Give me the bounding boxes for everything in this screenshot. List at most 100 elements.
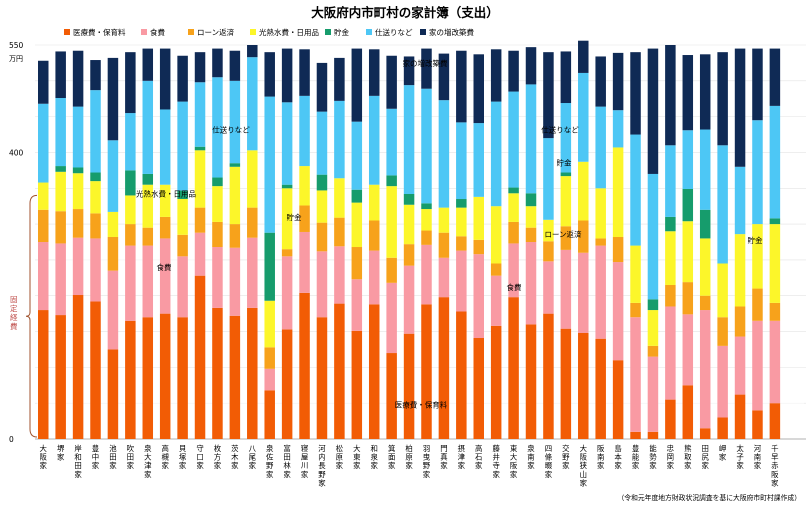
legend-swatch-2 <box>141 29 147 35</box>
bar-segment-5 <box>560 172 572 177</box>
bar-segment-1 <box>525 324 537 439</box>
x-tick-label: 和泉家 <box>371 444 379 470</box>
bar-segment-7 <box>490 49 502 102</box>
annotation-label: 食費 <box>507 282 522 292</box>
bar-segment-1 <box>177 317 188 439</box>
bar-segment-1 <box>508 297 519 439</box>
source-note: （令和元年度地方財政状況調査を基に大阪府市町村課作成） <box>617 493 801 502</box>
annotation-label: 貯金 <box>287 212 302 222</box>
y-axis: 万円 0 400 550 <box>9 41 24 444</box>
bar-segment-6 <box>473 123 484 197</box>
bar-segment-4 <box>752 224 763 289</box>
bar-segment-2 <box>403 265 415 334</box>
bar-segment-6 <box>142 80 154 174</box>
bar-segment-4 <box>403 204 415 245</box>
bar-segment-6 <box>734 166 746 235</box>
bar-segment-4 <box>630 245 641 303</box>
x-tick-label: 田尻家 <box>702 444 710 470</box>
bar-segment-3 <box>560 226 572 250</box>
bar-segment-2 <box>299 231 310 293</box>
bar-segment-3 <box>456 236 467 251</box>
legend-swatch-4 <box>250 29 256 35</box>
bar-segment-4 <box>682 221 694 283</box>
bar-segment-6 <box>717 145 728 264</box>
legend-label-6: 仕送りなど <box>375 27 413 37</box>
bar-segment-6 <box>194 82 206 147</box>
bar-segment-7 <box>386 55 397 109</box>
annotation-label: 仕送りなど <box>541 125 579 135</box>
bar-segment-6 <box>578 72 589 162</box>
bar-segment-7 <box>769 48 781 106</box>
bar-segment-1 <box>72 295 84 439</box>
y-unit-label: 万円 <box>9 55 23 63</box>
bar-segment-2 <box>316 251 328 318</box>
y-tick-label: 0 <box>9 435 14 444</box>
highlight-band <box>37 396 804 413</box>
x-tick-label: 岸和田家 <box>74 444 82 479</box>
x-tick-label: 枚方家 <box>214 444 222 470</box>
bar-segment-5 <box>72 167 84 174</box>
bar-segment-2 <box>578 252 589 333</box>
bar-segment-2 <box>229 247 241 316</box>
bar-segment-7 <box>247 45 258 58</box>
bar-segment-2 <box>752 320 763 411</box>
bar-segment-3 <box>334 217 345 247</box>
x-tick-label: 吹田家 <box>127 444 135 470</box>
bar-segment-4 <box>595 188 606 239</box>
bar-segment-1 <box>38 310 49 439</box>
legend-swatch-6 <box>366 29 372 35</box>
bar-segment-6 <box>543 138 554 220</box>
bar-segment-7 <box>368 49 380 96</box>
legend-label-4: 光熱水費・日用品 <box>259 27 319 37</box>
legend-label-1: 医療費・保育料 <box>73 27 126 37</box>
bar-segment-2 <box>72 237 84 296</box>
bar-segment-5 <box>508 187 519 194</box>
bar-segment-7 <box>107 57 119 141</box>
bar-segment-6 <box>647 173 659 300</box>
annotation-label: 仕送りなど <box>212 125 250 135</box>
bar-segment-3 <box>403 244 415 266</box>
x-tick-label: 阪南家 <box>597 444 605 470</box>
bar-segment-5 <box>351 189 363 203</box>
bar-segment-6 <box>177 101 188 191</box>
annotation-label: 貯金 <box>748 235 763 245</box>
bar-segment-2 <box>647 356 659 432</box>
bar-segment-6 <box>38 103 49 183</box>
bar-segment-6 <box>665 145 676 217</box>
bar-segment-1 <box>421 304 432 439</box>
x-tick-label: 泉大津家 <box>144 444 152 479</box>
bar-segment-2 <box>212 247 223 308</box>
bar-segment-1 <box>281 329 293 439</box>
bar-segment-3 <box>647 345 659 357</box>
bar-segment-6 <box>281 102 293 185</box>
bar-segment-5 <box>421 203 432 210</box>
bar-segment-5 <box>90 172 101 182</box>
x-tick-label: 岬家 <box>719 444 727 462</box>
bar-segment-4 <box>438 207 450 233</box>
bar-segment-4 <box>194 150 206 208</box>
bar-segment-3 <box>543 241 554 262</box>
bar-segment-5 <box>403 194 415 205</box>
bar-segment-5 <box>125 170 136 196</box>
bar-segment-5 <box>665 216 676 232</box>
bar-segment-7 <box>612 52 624 111</box>
bar-segment-1 <box>212 307 223 439</box>
bar-segment-1 <box>386 353 397 439</box>
bar-segment-2 <box>682 314 694 386</box>
bar-segment-6 <box>438 100 450 208</box>
bar-segment-6 <box>769 105 781 219</box>
bar-segment-6 <box>508 91 519 188</box>
bar-segment-1 <box>159 313 171 439</box>
x-tick-label: 能勢家 <box>649 444 657 470</box>
bar-segment-6 <box>125 113 136 171</box>
annotation-label: 食費 <box>157 262 172 272</box>
x-tick-label: 四條畷家 <box>545 444 553 479</box>
bar-segment-7 <box>72 50 84 107</box>
x-tick-label: 豊能家 <box>632 444 640 470</box>
x-tick-label: 熊取家 <box>684 444 692 470</box>
bar-segment-4 <box>578 161 589 221</box>
bar-segment-6 <box>72 106 84 168</box>
bar-segment-5 <box>177 190 188 200</box>
bar-segment-2 <box>508 243 519 298</box>
bar-segment-1 <box>229 315 241 439</box>
